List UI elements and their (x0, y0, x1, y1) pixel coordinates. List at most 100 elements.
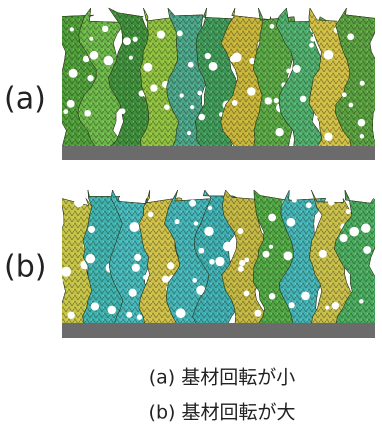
void (102, 26, 108, 32)
void (209, 259, 215, 265)
void (134, 254, 141, 261)
void (205, 53, 211, 59)
void (265, 97, 272, 104)
void (198, 114, 205, 121)
void (347, 33, 354, 40)
void (300, 96, 307, 103)
void (286, 68, 291, 73)
void (104, 56, 114, 66)
void (244, 257, 249, 262)
void (324, 50, 334, 60)
void (132, 264, 140, 272)
void (164, 104, 170, 110)
void (192, 278, 197, 283)
void (268, 214, 276, 222)
void (143, 275, 148, 280)
void (74, 198, 83, 207)
void (90, 51, 99, 60)
void (69, 71, 75, 77)
void (67, 100, 75, 108)
substrate-a (62, 146, 375, 160)
figure: (a) (b) (a) 基材回転が小 (b) 基材回転が大 (0, 0, 382, 439)
void (313, 116, 317, 120)
panel-label: (b) (4, 250, 46, 285)
void (174, 219, 179, 224)
void (270, 24, 275, 29)
void (162, 275, 169, 282)
void (204, 227, 213, 236)
void (143, 63, 152, 72)
void (148, 212, 154, 218)
void (269, 245, 273, 249)
void (306, 202, 312, 208)
void (137, 314, 142, 319)
void (309, 43, 314, 48)
void (189, 200, 196, 207)
void (177, 30, 183, 36)
void (361, 223, 370, 232)
void (358, 119, 366, 127)
void (58, 278, 63, 283)
void (209, 62, 218, 71)
void (190, 105, 194, 109)
simulation-image-b (53, 184, 382, 340)
void (359, 299, 363, 303)
void (232, 52, 242, 62)
simulation-image-a (51, 4, 382, 160)
void (126, 312, 132, 318)
void (129, 222, 139, 232)
void (284, 251, 293, 260)
void (238, 266, 244, 272)
caption: (b) 基材回転が大 (149, 402, 296, 424)
void (67, 311, 74, 318)
void (70, 27, 74, 31)
void (324, 133, 332, 141)
void (84, 110, 91, 117)
void (129, 56, 133, 60)
void (167, 262, 174, 269)
void (325, 306, 329, 310)
void (346, 209, 351, 214)
void (332, 302, 339, 309)
void (339, 234, 347, 242)
void (275, 128, 283, 136)
void (360, 81, 365, 86)
void (289, 302, 295, 308)
void (194, 221, 198, 225)
void (187, 131, 191, 135)
substrate-b (62, 323, 375, 338)
void (237, 228, 243, 234)
void (123, 37, 131, 45)
void (363, 246, 371, 254)
void (301, 291, 310, 300)
void (133, 37, 138, 42)
void (349, 103, 354, 108)
void (292, 198, 297, 203)
void (179, 93, 183, 97)
void (188, 62, 194, 68)
void (129, 289, 137, 297)
void (88, 226, 95, 233)
void (157, 30, 165, 38)
void (108, 306, 117, 315)
void (198, 248, 204, 254)
void (89, 37, 93, 41)
void (176, 308, 186, 318)
void (274, 98, 279, 103)
void (223, 242, 233, 252)
void (232, 100, 238, 106)
void (120, 108, 126, 114)
void (310, 37, 315, 42)
void (239, 260, 245, 266)
caption: (a) 基材回転が小 (149, 367, 296, 389)
void (293, 65, 301, 73)
void (360, 134, 365, 139)
void (319, 250, 327, 258)
void (87, 75, 93, 81)
void (286, 218, 295, 227)
void (86, 254, 95, 263)
void (208, 206, 212, 210)
void (254, 310, 261, 317)
void (269, 293, 276, 300)
panel-label: (a) (4, 82, 46, 117)
